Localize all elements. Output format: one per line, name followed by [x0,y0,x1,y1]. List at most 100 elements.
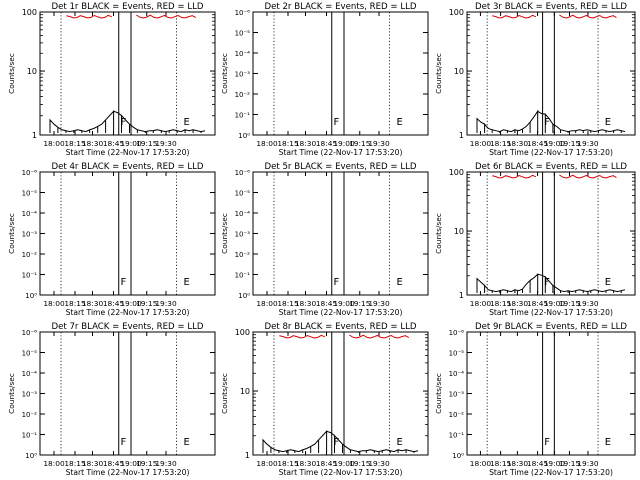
y-tick-label: 10⁻¹ [449,432,465,440]
y-axis-label: Counts/sec [434,213,443,254]
y-axis-label: Counts/sec [220,53,229,94]
events-trace [49,110,206,133]
lld-trace [279,334,410,339]
x-tick-label: 19:15 [559,459,581,468]
x-tick-label: 19:15 [136,459,158,468]
x-tick-label: 18:00 [43,139,65,148]
panel-det-1r: Det 1r BLACK = Events, RED = LLD Counts/s… [7,2,216,157]
x-tick-label: 19:00 [333,139,355,148]
marker-f: F [544,117,550,128]
panel-title: Det 9r BLACK = Events, RED = LLD [475,322,627,332]
marker-f: F [334,277,340,288]
x-tick-label: 19:30 [368,459,390,468]
x-tick-label: 18:15 [277,459,299,468]
x-tick-label: 18:00 [43,459,65,468]
x-tick-label: 18:45 [316,459,338,468]
y-tick-label: 10 [27,67,37,76]
marker-f: F [121,277,127,288]
x-tick-label: 18:00 [256,299,278,308]
panel-title: Det 3r BLACK = Events, RED = LLD [475,2,627,12]
plot-frame [39,11,216,136]
panel-title: Det 2r BLACK = Events, RED = LLD [264,2,416,12]
x-tick-label: 19:00 [120,139,142,148]
y-axis-label: Counts/sec [7,213,16,254]
x-tick-label: 18:15 [490,459,512,468]
marker-e: E [184,117,190,128]
x-tick-label: 18:15 [490,299,512,308]
y-tick-label: 10 [240,387,250,396]
y-tick-label: 10⁻⁵ [235,30,251,38]
x-tick-label: 19:15 [349,139,371,148]
y-tick-label: 10⁻¹ [235,112,251,120]
events-trace [262,430,419,453]
x-tick-label: 19:30 [577,299,599,308]
marker-e: E [397,277,403,288]
x-tick-label: 19:30 [155,299,177,308]
panel-det-7r: Det 7r BLACK = Events, RED = LLD Counts/s… [7,322,216,477]
x-tick-label: 19:15 [136,139,158,148]
y-tick-label: 10⁰ [238,292,250,300]
y-tick-label: 10⁻¹ [235,272,251,280]
y-tick-label: 10⁻² [22,251,38,259]
x-tick-label: 19:00 [544,139,566,148]
y-tick-label: 10⁰ [25,292,37,300]
panel-det-4r: Det 4r BLACK = Events, RED = LLD Counts/s… [7,162,216,317]
y-tick-label: 10⁻² [22,411,38,419]
marker-e: E [184,277,190,288]
y-tick-label: 1 [245,451,250,460]
x-tick-label: 18:15 [64,459,86,468]
x-tick-label: 18:45 [316,139,338,148]
y-tick-label: 1 [459,291,464,300]
x-axis-label: Start Time (22-Nov-17 17:53:20) [489,308,613,317]
x-tick-label: 19:00 [333,459,355,468]
marker-f: F [334,437,340,448]
x-tick-label: 18:30 [82,139,104,148]
panel-title: Det 7r BLACK = Events, RED = LLD [51,322,203,332]
x-axis-label: Start Time (22-Nov-17 17:53:20) [279,148,403,157]
y-tick-label: 10⁻⁵ [22,350,38,358]
y-tick-label: 10⁻⁴ [449,370,465,378]
y-tick-label: 10⁻³ [235,231,251,239]
y-tick-label: 10⁻⁶ [22,329,38,337]
y-axis-label: Counts/sec [7,373,16,414]
y-tick-label: 10⁻⁶ [449,329,465,337]
lld-trace [492,14,617,19]
y-tick-label: 10⁻⁶ [22,169,38,177]
x-tick-label: 18:45 [527,139,549,148]
panel-title: Det 6r BLACK = Events, RED = LLD [475,162,627,172]
y-tick-label: 10⁻³ [235,71,251,79]
x-tick-label: 18:30 [82,459,104,468]
y-tick-label: 10⁻¹ [22,272,38,280]
y-tick-label: 100 [22,8,37,17]
marker-f: F [334,117,340,128]
panel-det-9r: Det 9r BLACK = Events, RED = LLD Counts/s… [434,322,636,477]
x-tick-label: 19:15 [559,139,581,148]
y-axis-label: Counts/sec [434,373,443,414]
x-tick-label: 18:30 [82,299,104,308]
x-axis-label: Start Time (22-Nov-17 17:53:20) [66,308,190,317]
y-tick-label: 1 [32,131,37,140]
x-tick-label: 18:30 [295,299,317,308]
x-tick-label: 19:30 [368,139,390,148]
plot-frame [466,11,636,136]
x-tick-label: 18:00 [470,139,492,148]
panel-title: Det 8r BLACK = Events, RED = LLD [264,322,416,332]
y-tick-label: 10⁰ [238,132,250,140]
x-tick-label: 19:00 [120,299,142,308]
y-axis-label: Counts/sec [434,53,443,94]
y-axis-label: Counts/sec [220,373,229,414]
y-tick-label: 10 [454,227,464,236]
y-tick-label: 10⁻² [235,251,251,259]
x-tick-label: 19:00 [544,459,566,468]
x-tick-label: 19:30 [577,459,599,468]
x-axis-label: Start Time (22-Nov-17 17:53:20) [66,148,190,157]
events-trace [476,109,626,133]
panel-title: Det 5r BLACK = Events, RED = LLD [264,162,416,172]
y-tick-label: 10⁻² [449,411,465,419]
x-axis-label: Start Time (22-Nov-17 17:53:20) [279,468,403,477]
lld-trace [492,174,617,179]
y-tick-label: 10⁻⁴ [235,50,251,58]
x-axis-label: Start Time (22-Nov-17 17:53:20) [279,308,403,317]
x-tick-label: 19:15 [349,459,371,468]
x-tick-label: 19:30 [577,139,599,148]
